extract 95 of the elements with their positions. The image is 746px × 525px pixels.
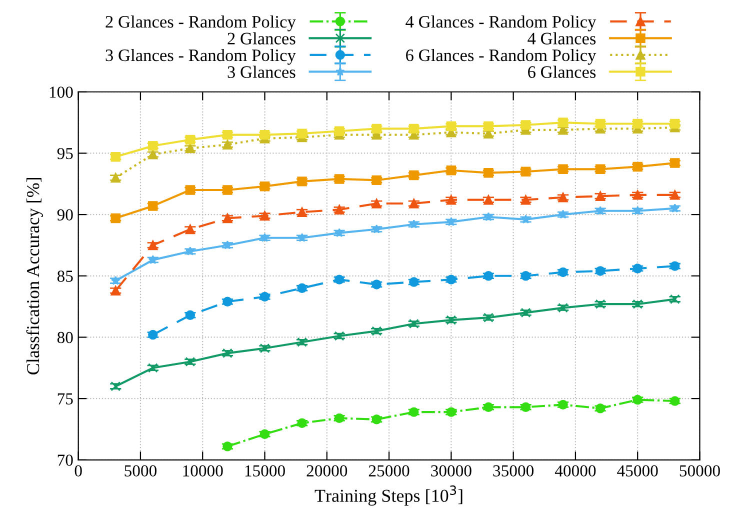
legend-label: 2 Glances - Random Policy	[106, 15, 296, 32]
point	[632, 394, 642, 405]
x-tick-label: 45000	[617, 465, 658, 476]
point	[484, 194, 494, 205]
point	[595, 118, 606, 129]
x-tick-label: 50000	[680, 465, 720, 476]
point	[148, 240, 158, 250]
x-tick-label: 10000	[183, 465, 223, 476]
point	[222, 185, 232, 195]
point	[520, 166, 531, 176]
x-tick-label: 40000	[554, 465, 596, 476]
point	[484, 121, 494, 132]
legend-label: 3 Glances	[228, 66, 296, 78]
point	[372, 124, 382, 134]
point	[372, 224, 382, 234]
point	[297, 232, 307, 242]
point	[520, 194, 531, 205]
point	[521, 214, 530, 224]
point	[670, 294, 680, 304]
point	[409, 170, 419, 180]
legend-label: 2 Glances	[228, 32, 296, 44]
point	[185, 143, 196, 154]
y-tick-label: 100	[50, 86, 73, 98]
point	[260, 232, 270, 242]
point	[222, 213, 232, 224]
point	[334, 126, 344, 136]
y-tick-label: 70	[58, 454, 73, 466]
point	[484, 168, 494, 178]
point	[558, 192, 568, 202]
point	[297, 283, 307, 294]
point	[185, 134, 196, 145]
x-tick-label: 30000	[431, 465, 472, 476]
y-tick-label: 85	[57, 270, 73, 282]
point	[670, 118, 680, 129]
point	[595, 164, 606, 174]
point	[558, 267, 568, 278]
point	[372, 198, 382, 208]
point	[558, 164, 568, 174]
y-tick-label: 75	[58, 393, 73, 405]
point	[446, 217, 456, 226]
point	[148, 150, 158, 160]
y-tick-label: 90	[57, 209, 73, 220]
point	[260, 210, 270, 221]
point	[297, 128, 307, 138]
point	[186, 246, 195, 256]
point	[484, 212, 494, 222]
point	[110, 276, 120, 285]
point	[409, 124, 419, 134]
point	[520, 120, 531, 130]
point	[558, 400, 568, 410]
point	[297, 207, 307, 217]
point	[558, 118, 568, 128]
point	[632, 206, 642, 215]
y-axis-title: Classfication Accuracy [%]	[26, 178, 43, 374]
point	[446, 166, 456, 176]
point	[222, 240, 232, 250]
legend-label: 4 Glances	[528, 32, 596, 44]
y-tick-label: 80	[57, 332, 73, 344]
point	[520, 308, 531, 318]
y-tick-label: 95	[57, 148, 73, 160]
point	[596, 206, 605, 215]
point	[260, 292, 270, 302]
point	[558, 210, 568, 219]
x-tick-label: 5000	[124, 465, 157, 476]
point	[148, 140, 158, 151]
x-tick-label: 20000	[306, 465, 348, 476]
x-tick-label: 35000	[493, 465, 534, 476]
point	[595, 191, 606, 202]
x-axis-title: Training Steps [10$^{3}$]	[314, 485, 462, 506]
point	[185, 310, 196, 320]
point	[260, 130, 270, 140]
legend-label: 4 Glances - Random Policy	[406, 15, 596, 32]
legend-label: 6 Glances	[528, 66, 596, 78]
point	[409, 220, 419, 228]
legend-label: 3 Glances - Random Policy	[106, 48, 296, 65]
point	[260, 181, 270, 192]
point	[632, 118, 642, 129]
point	[409, 198, 419, 208]
point	[372, 175, 382, 186]
point	[446, 194, 456, 205]
point	[185, 185, 196, 195]
point	[185, 224, 196, 234]
x-tick-label: 15000	[245, 465, 285, 476]
point	[334, 204, 344, 215]
x-tick-label: 0	[74, 465, 82, 476]
point	[222, 140, 232, 150]
point	[222, 348, 232, 358]
point	[297, 176, 307, 186]
x-tick-label: 25000	[368, 465, 410, 476]
point	[222, 130, 232, 140]
point	[632, 162, 642, 172]
legend-label: 6 Glances - Random Policy	[406, 48, 596, 65]
point	[334, 174, 344, 184]
point	[632, 190, 642, 200]
point	[334, 228, 344, 238]
